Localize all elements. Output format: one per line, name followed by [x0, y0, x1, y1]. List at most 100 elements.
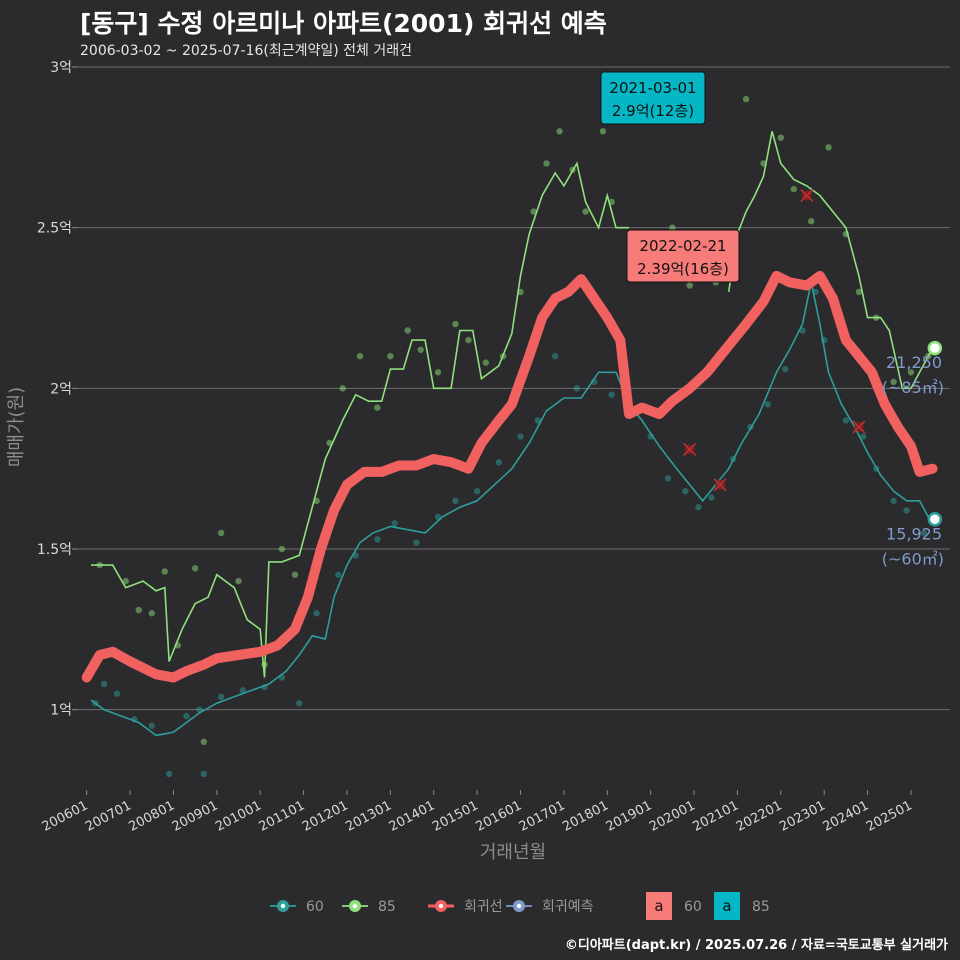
callout-box [626, 229, 740, 283]
scatter-point-85 [404, 327, 411, 334]
y-tick-labels: 1억 1.5억 2억 2.5억 3억 [37, 60, 72, 719]
scatter-point-85 [339, 385, 346, 392]
callout-date: 2021-03-01 [609, 79, 696, 97]
x-tick-label: 201901 [604, 798, 655, 835]
scatter-point-60 [239, 687, 247, 694]
scatter-point-85 [278, 545, 286, 553]
scatter-point-60 [664, 475, 672, 482]
scatter-point-85 [434, 369, 442, 376]
legend-label: 85 [378, 899, 396, 915]
scatter-point-60 [920, 529, 928, 537]
highlight-marks [683, 188, 866, 492]
scatter-point-60 [374, 536, 381, 543]
series-line-85 [91, 161, 629, 678]
scatter-point-85 [122, 577, 129, 585]
scatter-point-60 [573, 385, 581, 392]
scatter-point-60 [113, 690, 121, 697]
chart-title: [동구] 수정 아르미나 아파트(2001) 회귀선 예측 [80, 9, 607, 38]
scatter-point-85 [530, 208, 537, 215]
scatter-point-60 [708, 494, 715, 501]
source-caption: ©디아파트(dapt.kr) / 2025.07.26 / 자료=국토교통부 실… [564, 938, 948, 953]
end-point-85 [927, 340, 943, 356]
scatter-point-85 [825, 144, 832, 151]
end-value: 21,250 [886, 353, 942, 372]
highlight-cross [800, 188, 814, 203]
y-tick-label: 3억 [50, 60, 72, 76]
scatter-point-85 [543, 160, 550, 167]
scatter-point-85 [669, 224, 676, 231]
end-point-60 [927, 512, 943, 527]
x-tick-label: 201701 [517, 798, 568, 835]
scatter-point-60 [764, 401, 771, 408]
x-tick-label: 201001 [213, 798, 264, 835]
series-line-60 [90, 282, 930, 737]
legend-box-label: 85 [752, 899, 770, 915]
callout-price: 2.9억(12층) [612, 102, 694, 120]
y-tick-label: 1억 [50, 703, 72, 719]
scatter-point-60 [335, 571, 342, 578]
legend: 60 85 회귀선 회귀예측 a 60 a 85 [270, 892, 770, 920]
scatter-point-85 [235, 577, 242, 585]
x-tick-label: 201401 [387, 798, 438, 835]
chart-subtitle: 2006-03-02 ~ 2025-07-16(최근계약일) 전체 거래건 [80, 43, 412, 59]
highlight-cross [683, 442, 697, 456]
scatter-point-60 [413, 539, 420, 546]
callout-box [600, 71, 706, 125]
callout-price: 2.39억(16층) [637, 260, 729, 278]
scatter-point-60 [296, 700, 303, 707]
scatter-point-60 [552, 353, 559, 360]
x-tick-label: 202201 [734, 798, 785, 835]
scatter-point-85 [807, 218, 815, 225]
regression-line [81, 270, 938, 683]
end-labels: 21,250 (~85㎡) 15,925 (~60㎡) [882, 340, 944, 568]
scatter-point-85 [161, 568, 168, 575]
scatter-point-60 [682, 487, 689, 495]
x-tick-label: 200801 [126, 798, 177, 835]
legend-box-label: 60 [684, 899, 702, 915]
y-tick-label: 2.5억 [37, 221, 72, 237]
scatter-point-85 [855, 288, 863, 296]
scatter-point-85 [148, 610, 155, 617]
end-value: 15,925 [886, 524, 942, 543]
x-tick-label: 201501 [430, 798, 481, 835]
legend-box-glyph: a [722, 897, 731, 915]
scatter-point-85 [191, 565, 199, 572]
scatter-point-60 [183, 712, 190, 720]
legend-marker-dot [280, 903, 286, 909]
scatter-point-60 [100, 680, 108, 688]
x-tick-label: 201301 [343, 798, 394, 835]
scatter-point-60 [313, 610, 320, 617]
scatter-point-60 [452, 497, 459, 504]
scatter-point-60 [695, 504, 702, 511]
scatter-point-60 [842, 417, 850, 424]
legend-box-glyph: a [654, 897, 663, 915]
legend-label: 회귀예측 [542, 899, 594, 915]
scatter-point-60 [200, 770, 208, 778]
legend-box [714, 892, 740, 920]
scatter-point-60 [781, 365, 789, 373]
scatter-point-85 [777, 134, 785, 141]
x-tick-label: 201201 [300, 798, 351, 835]
series-line-85-b [727, 131, 934, 390]
scatter-point-85 [556, 128, 563, 135]
highlight-cross [713, 478, 727, 492]
x-tick-label: 200601 [40, 798, 91, 835]
highlight-cross [852, 420, 866, 434]
legend-label: 회귀선 [464, 899, 503, 915]
scatter-point-60 [890, 497, 897, 504]
scatter-point-85 [387, 353, 394, 360]
scatter-point-85 [686, 282, 693, 289]
x-tick-label: 200701 [83, 798, 134, 835]
y-tick-label: 1.5억 [37, 542, 72, 558]
scatter-point-85 [356, 353, 364, 360]
legend-marker-dot [516, 903, 522, 909]
x-tick-labels: 2006012007012008012009012010012011012012… [40, 798, 915, 835]
x-tick-label: 202401 [821, 798, 872, 835]
x-tick-label: 201801 [560, 798, 611, 835]
scatter-point-60 [860, 433, 867, 440]
scatter-point-85 [790, 185, 798, 193]
scatter-point-60 [517, 433, 524, 440]
scatter-point-85 [599, 128, 607, 135]
